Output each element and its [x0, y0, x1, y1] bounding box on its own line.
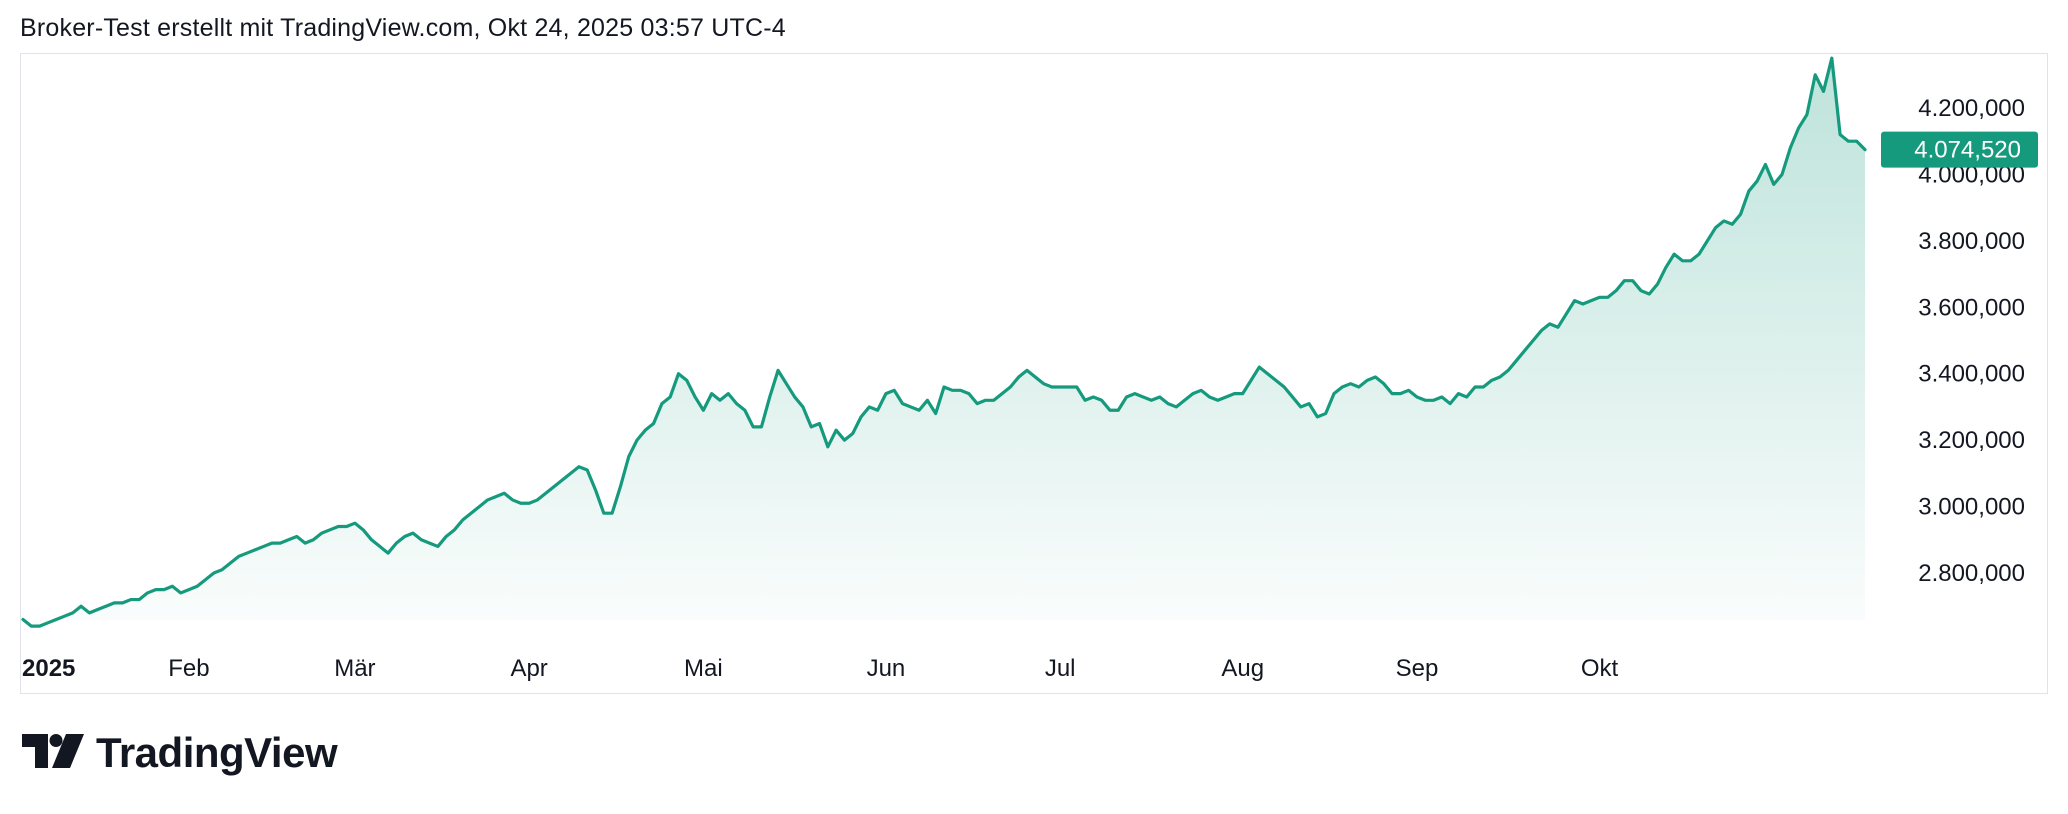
y-axis-tick-label: 3.400,000	[1918, 361, 2025, 388]
last-price-badge	[1881, 131, 2038, 168]
x-axis-month-label: Mär	[334, 655, 375, 682]
y-axis-tick-label: 3.000,000	[1918, 494, 2025, 521]
y-axis-tick-label: 4.200,000	[1918, 95, 2025, 122]
tradingview-logo[interactable]: TradingView	[22, 728, 338, 778]
tradingview-logo-icon	[22, 733, 84, 773]
y-axis-tick-label: 3.800,000	[1918, 228, 2025, 255]
x-axis-month-label: Jun	[867, 655, 906, 682]
price-chart[interactable]: 2.800,000 3.000,000 3.200,000 3.400,000 3.60…	[0, 0, 2068, 700]
x-axis-month-label: Aug	[1221, 655, 1264, 682]
y-axis-tick-label: 3.200,000	[1918, 427, 2025, 454]
y-axis-tick-label: 2.800,000	[1918, 560, 2025, 587]
tradingview-logo-text: TradingView	[96, 729, 338, 776]
x-axis-month-label: Feb	[168, 655, 209, 682]
x-axis-year-label: 2025	[22, 655, 75, 682]
x-axis-month-label: Sep	[1396, 655, 1439, 682]
x-axis-month-label: Apr	[510, 655, 547, 682]
x-axis-month-label: Okt	[1581, 655, 1619, 682]
chart-frame[interactable]	[20, 53, 2048, 694]
chart-title: Broker-Test erstellt mit TradingView.com…	[20, 14, 786, 42]
price-area-fill	[23, 58, 1865, 627]
price-series-line[interactable]	[21, 56, 1867, 628]
y-axis-tick-label: 3.600,000	[1918, 294, 2025, 321]
x-axis-month-label: Jul	[1045, 655, 1076, 682]
x-axis-month-label: Mai	[684, 655, 723, 682]
last-price-label: 4.074,520	[1914, 137, 2021, 164]
